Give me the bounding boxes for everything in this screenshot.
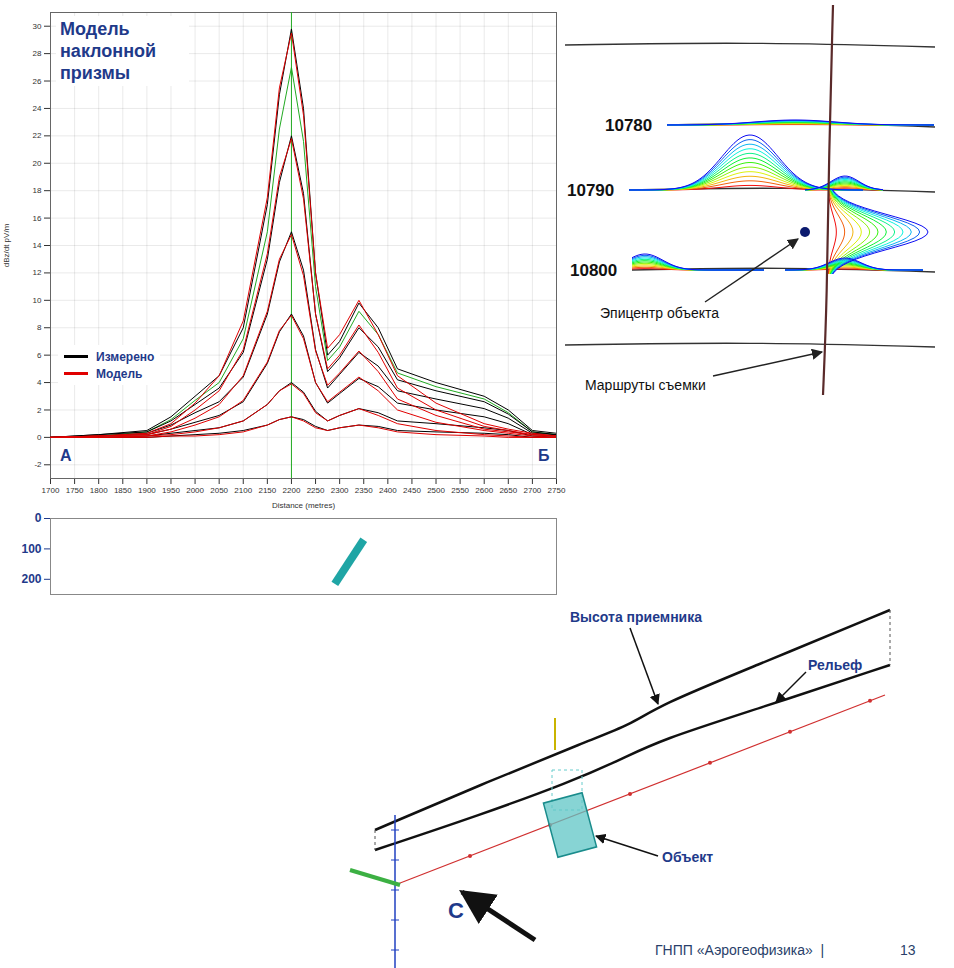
svg-text:12: 12 [33, 268, 42, 277]
svg-text:10800: 10800 [570, 261, 617, 280]
svg-text:Эпицентр объекта: Эпицентр объекта [600, 305, 719, 321]
svg-text:18: 18 [33, 186, 42, 195]
svg-text:24: 24 [33, 104, 42, 113]
svg-text:2650: 2650 [499, 486, 517, 495]
svg-text:16: 16 [33, 214, 42, 223]
svg-text:2750: 2750 [548, 486, 566, 495]
svg-text:1950: 1950 [162, 486, 180, 495]
svg-text:0: 0 [35, 511, 42, 525]
svg-text:2: 2 [37, 406, 42, 415]
svg-text:10790: 10790 [567, 181, 614, 200]
svg-text:2200: 2200 [283, 486, 301, 495]
svg-text:10: 10 [33, 296, 42, 305]
html-text:Модель: Модель [96, 366, 143, 381]
svg-text:22: 22 [33, 131, 42, 140]
svg-text:2500: 2500 [427, 486, 445, 495]
svg-text:2300: 2300 [331, 486, 349, 495]
svg-text:6: 6 [37, 351, 42, 360]
svg-text:Высота приемника: Высота приемника [570, 609, 702, 625]
svg-text:4: 4 [37, 378, 42, 387]
svg-text:2700: 2700 [524, 486, 542, 495]
svg-text:26: 26 [33, 77, 42, 86]
svg-text:Объект: Объект [662, 849, 713, 865]
svg-text:0: 0 [37, 433, 42, 442]
svg-text:2400: 2400 [379, 486, 397, 495]
svg-text:1900: 1900 [138, 486, 156, 495]
svg-text:14: 14 [33, 241, 42, 250]
svg-text:8: 8 [37, 323, 42, 332]
svg-text:2100: 2100 [234, 486, 252, 495]
svg-text:1800: 1800 [90, 486, 108, 495]
svg-text:-2: -2 [34, 460, 42, 469]
html-text:А: А [60, 447, 72, 464]
svg-text:2350: 2350 [355, 486, 373, 495]
html-text:ГНПП «Аэрогеофизика» |: ГНПП «Аэрогеофизика» | [655, 942, 825, 958]
svg-text:2450: 2450 [403, 486, 421, 495]
svg-text:2150: 2150 [258, 486, 276, 495]
svg-text:2600: 2600 [475, 486, 493, 495]
html-text:13: 13 [900, 942, 916, 958]
svg-text:30: 30 [33, 22, 42, 31]
svg-text:10780: 10780 [605, 116, 652, 135]
svg-text:2000: 2000 [186, 486, 204, 495]
svg-text:2050: 2050 [210, 486, 228, 495]
svg-text:1850: 1850 [114, 486, 132, 495]
svg-text:28: 28 [33, 49, 42, 58]
svg-text:Рельеф: Рельеф [808, 657, 862, 673]
svg-text:dBz/dt pV/m: dBz/dt pV/m [2, 223, 11, 267]
html-text:Измерено: Измерено [96, 349, 155, 364]
html-text:Б: Б [538, 447, 550, 464]
svg-text:Distance (metres): Distance (metres) [272, 501, 335, 510]
svg-text:2250: 2250 [307, 486, 325, 495]
svg-text:1700: 1700 [42, 486, 60, 495]
svg-text:100: 100 [21, 542, 41, 556]
svg-text:Маршруты съемки: Маршруты съемки [585, 377, 706, 393]
svg-text:С: С [448, 898, 464, 923]
html-text:Модель наклонной призмы: Модель наклонной призмы [60, 19, 157, 83]
svg-text:1750: 1750 [66, 486, 84, 495]
svg-text:200: 200 [21, 572, 41, 586]
svg-text:2550: 2550 [451, 486, 469, 495]
svg-text:20: 20 [33, 159, 42, 168]
